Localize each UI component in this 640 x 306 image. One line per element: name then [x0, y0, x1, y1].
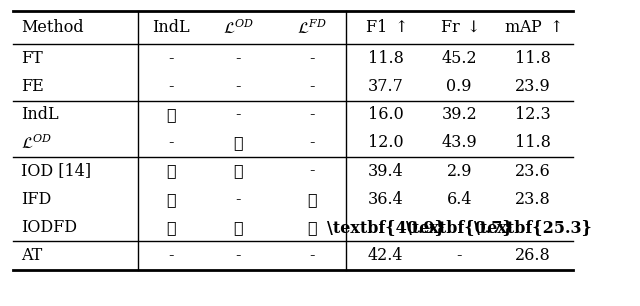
Text: 0.9: 0.9	[447, 78, 472, 95]
Text: -: -	[168, 50, 174, 67]
Text: 39.2: 39.2	[442, 106, 477, 123]
Text: 39.4: 39.4	[368, 162, 403, 180]
Text: -: -	[236, 106, 241, 123]
Text: 6.4: 6.4	[447, 191, 472, 208]
Text: $\mathcal{L}^{FD}$: $\mathcal{L}^{FD}$	[297, 19, 327, 36]
Text: 23.6: 23.6	[515, 162, 550, 180]
Text: \textbf{25.3}: \textbf{25.3}	[474, 219, 591, 236]
Text: -: -	[309, 78, 315, 95]
Text: ✓: ✓	[234, 134, 243, 151]
Text: IODFD: IODFD	[21, 219, 77, 236]
Text: 45.2: 45.2	[442, 50, 477, 67]
Text: 2.9: 2.9	[447, 162, 472, 180]
Text: ✓: ✓	[234, 162, 243, 180]
Text: ✓: ✓	[307, 191, 317, 208]
Text: IFD: IFD	[21, 191, 51, 208]
Text: 42.4: 42.4	[368, 247, 403, 264]
Text: 16.0: 16.0	[368, 106, 403, 123]
Text: mAP $\uparrow$: mAP $\uparrow$	[504, 19, 562, 36]
Text: \textbf{0.7}: \textbf{0.7}	[406, 219, 513, 236]
Text: -: -	[168, 247, 174, 264]
Text: Method: Method	[21, 19, 84, 36]
Text: FT: FT	[21, 50, 43, 67]
Text: -: -	[168, 134, 174, 151]
Text: 23.8: 23.8	[515, 191, 550, 208]
Text: Fr $\downarrow$: Fr $\downarrow$	[440, 19, 479, 36]
Text: 12.3: 12.3	[515, 106, 550, 123]
Text: ✓: ✓	[166, 162, 176, 180]
Text: $\mathcal{L}^{OD}$: $\mathcal{L}^{OD}$	[223, 19, 254, 36]
Text: 11.8: 11.8	[515, 134, 551, 151]
Text: ✓: ✓	[166, 191, 176, 208]
Text: IOD [14]: IOD [14]	[21, 162, 92, 180]
Text: -: -	[309, 247, 315, 264]
Text: -: -	[456, 247, 462, 264]
Text: -: -	[168, 78, 174, 95]
Text: $\mathcal{L}^{OD}$: $\mathcal{L}^{OD}$	[21, 134, 52, 152]
Text: 43.9: 43.9	[442, 134, 477, 151]
Text: F1 $\uparrow$: F1 $\uparrow$	[365, 19, 406, 36]
Text: ✓: ✓	[166, 219, 176, 236]
Text: -: -	[309, 50, 315, 67]
Text: \textbf{40.9}: \textbf{40.9}	[327, 219, 444, 236]
Text: IndL: IndL	[21, 106, 59, 123]
Text: -: -	[309, 106, 315, 123]
Text: ✓: ✓	[307, 219, 317, 236]
Text: -: -	[236, 247, 241, 264]
Text: -: -	[309, 162, 315, 180]
Text: 23.9: 23.9	[515, 78, 550, 95]
Text: FE: FE	[21, 78, 44, 95]
Text: AT: AT	[21, 247, 42, 264]
Text: 36.4: 36.4	[368, 191, 403, 208]
Text: 11.8: 11.8	[367, 50, 404, 67]
Text: 12.0: 12.0	[368, 134, 403, 151]
Text: 26.8: 26.8	[515, 247, 550, 264]
Text: -: -	[309, 134, 315, 151]
Text: -: -	[236, 78, 241, 95]
Text: ✓: ✓	[166, 106, 176, 123]
Text: IndL: IndL	[152, 19, 190, 36]
Text: 37.7: 37.7	[367, 78, 404, 95]
Text: -: -	[236, 191, 241, 208]
Text: 11.8: 11.8	[515, 50, 551, 67]
Text: ✓: ✓	[234, 219, 243, 236]
Text: -: -	[236, 50, 241, 67]
